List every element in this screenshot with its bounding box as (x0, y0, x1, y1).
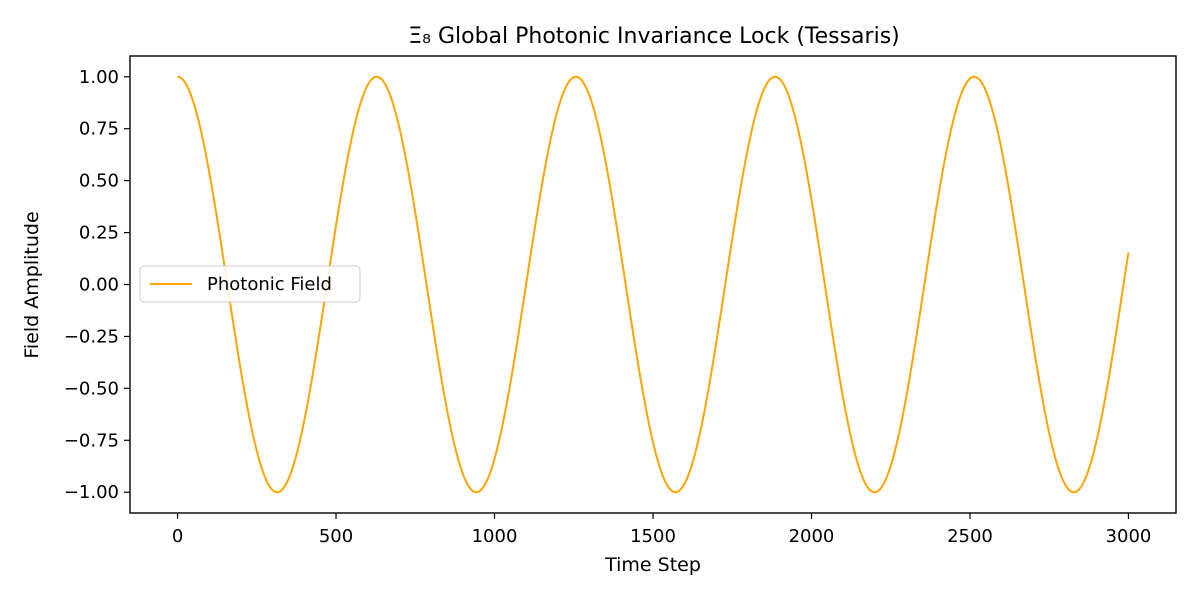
y-tick-label: −0.25 (64, 326, 119, 347)
chart-title: Ξ₈ Global Photonic Invariance Lock (Tess… (408, 24, 900, 49)
y-tick-label: 0.00 (79, 275, 119, 296)
series-layer (177, 75, 1130, 494)
series-line-photonic-field (177, 75, 1130, 494)
y-tick-label: 0.75 (79, 119, 119, 140)
legend-label: Photonic Field (207, 274, 332, 295)
y-tick-label: −0.75 (64, 430, 119, 451)
legend-box (139, 265, 361, 303)
x-tick-label: 500 (319, 526, 353, 547)
y-tick-label: 1.00 (79, 67, 119, 88)
plot-area: 0 500 1000 1500 2000 2500 3000 1.00 0.75 0.50 0.2… (64, 55, 1177, 547)
y-tick-label: 0.50 (79, 171, 119, 192)
x-tick-label: 3000 (1106, 526, 1152, 547)
x-tick-label: 2000 (789, 526, 835, 547)
x-tick-label: 1000 (472, 526, 518, 547)
x-tick-label: 2500 (947, 526, 993, 547)
legend: Photonic Field (139, 265, 361, 303)
x-tick-label: 0 (172, 526, 183, 547)
x-axis: 0 500 1000 1500 2000 2500 3000 (172, 513, 1152, 547)
y-axis-label: Field Amplitude (21, 211, 43, 358)
x-axis-label: Time Step (604, 554, 701, 576)
y-axis: 1.00 0.75 0.50 0.25 0.00 −0.25 −0.50 −0.75 −1.00 (64, 67, 130, 503)
y-tick-label: −0.50 (64, 378, 119, 399)
x-tick-label: 1500 (630, 526, 676, 547)
y-tick-label: 0.25 (79, 223, 119, 244)
y-tick-label: −1.00 (64, 482, 119, 503)
